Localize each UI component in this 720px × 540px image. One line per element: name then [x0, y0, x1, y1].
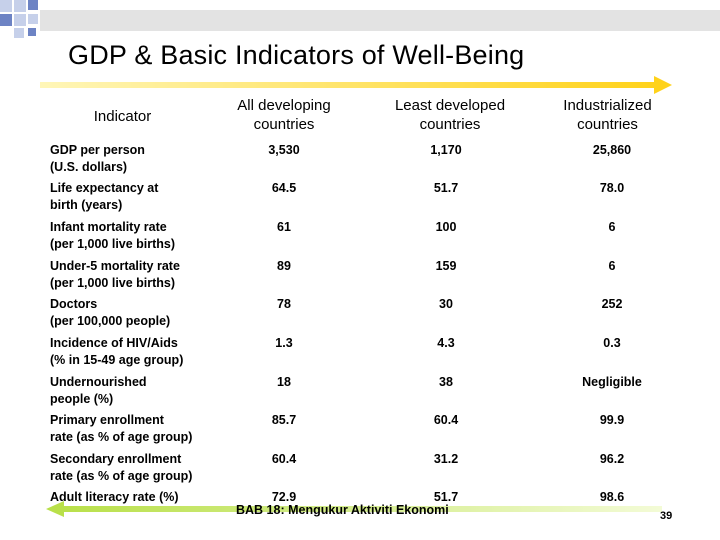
header-industrialized: Industrialized countries [563, 97, 652, 133]
table-row-indicator: Primary enrollment rate (as % of age grou… [50, 412, 192, 446]
table-row-indicator: Incidence of HIV/Aids (% in 15-49 age gro… [50, 335, 183, 369]
table-cell-value: 78 [277, 297, 291, 311]
indicator-line: Adult literacy rate (%) [50, 490, 179, 504]
indicator-line: people (%) [50, 392, 114, 406]
table-cell-value: 61 [277, 220, 291, 234]
table-cell-value: 4.3 [437, 336, 455, 350]
indicator-line: (% in 15-49 age group) [50, 353, 184, 367]
indicator-line: (per 1,000 live births) [50, 237, 176, 251]
indicator-line: Incidence of HIV/Aids [50, 336, 178, 350]
bottom-arrow-icon [46, 501, 662, 517]
table-cell-value: 96.2 [599, 452, 625, 466]
indicator-line: Primary enrollment [50, 413, 164, 427]
header-least-developed: Least developed countries [394, 97, 506, 133]
decorative-square [28, 28, 36, 36]
table-cell-value: 6 [608, 259, 616, 273]
page-number: 39 [660, 510, 673, 522]
table-cell-value: 64.5 [271, 181, 297, 195]
indicator-line: birth (years) [50, 198, 123, 212]
indicator-line: Infant mortality rate [50, 220, 167, 234]
table-cell-value: 60.4 [433, 413, 459, 427]
table-cell-value: 159 [435, 259, 457, 273]
table-cell-value: 31.2 [433, 452, 459, 466]
indicator-line: (per 100,000 people) [50, 314, 171, 328]
table-cell-value: 51.7 [433, 490, 459, 504]
table-row-indicator: Secondary enrollment rate (as % of age gr… [50, 451, 192, 485]
indicator-line: rate (as % of age group) [50, 430, 193, 444]
indicator-line: rate (as % of age group) [50, 469, 193, 483]
table-cell-value: 38 [439, 375, 453, 389]
indicator-line: GDP per person [50, 143, 145, 157]
decorative-square [14, 0, 26, 12]
table-cell-value: 18 [277, 375, 291, 389]
indicator-line: Secondary enrollment [50, 452, 182, 466]
table-cell-value: Negligible [582, 375, 642, 389]
indicator-line: (U.S. dollars) [50, 160, 128, 174]
top-arrow-icon [40, 76, 672, 94]
top-decorative-bar [40, 10, 720, 31]
indicator-line: (per 1,000 live births) [50, 276, 176, 290]
table-row-indicator: Life expectancy at birth (years) [50, 180, 158, 214]
header-indicator: Indicator [93, 108, 152, 125]
decorative-square [28, 0, 38, 10]
table-row-indicator: Adult literacy rate (%) [50, 489, 179, 506]
table-cell-value: 30 [439, 297, 453, 311]
table-cell-value: 98.6 [599, 490, 625, 504]
decorative-square [0, 0, 12, 12]
table-cell-value: 1.3 [275, 336, 293, 350]
table-row-indicator: Doctors (per 100,000 people) [50, 296, 170, 330]
table-cell-value: 60.4 [271, 452, 297, 466]
decorative-square [14, 14, 26, 26]
table-cell-value: 25,860 [592, 143, 632, 157]
table-cell-value: 3,530 [268, 143, 300, 157]
table-cell-value: 100 [435, 220, 457, 234]
decorative-square [14, 28, 24, 38]
table-cell-value: 51.7 [433, 181, 459, 195]
table-cell-value: 89 [277, 259, 291, 273]
indicator-line: Life expectancy at [50, 181, 159, 195]
table-row-indicator: Undernourished people (%) [50, 374, 147, 408]
table-cell-value: 1,170 [430, 143, 462, 157]
table-row-indicator: Under-5 mortality rate (per 1,000 live bi… [50, 258, 180, 292]
table-cell-value: 0.3 [603, 336, 621, 350]
footer-text: BAB 18: Mengukur Aktiviti Ekonomi [236, 503, 449, 517]
table-cell-value: 78.0 [599, 181, 625, 195]
decorative-square [28, 14, 38, 24]
decorative-square [0, 14, 12, 26]
slide-title: GDP & Basic Indicators of Well-Being [68, 40, 525, 70]
table-cell-value: 6 [608, 220, 616, 234]
table-row-indicator: GDP per person (U.S. dollars) [50, 142, 145, 176]
indicator-line: Undernourished [50, 375, 147, 389]
indicator-line: Under-5 mortality rate [50, 259, 180, 273]
table-cell-value: 72.9 [271, 490, 297, 504]
indicator-line: Doctors [50, 297, 98, 311]
table-cell-value: 252 [601, 297, 623, 311]
table-cell-value: 85.7 [271, 413, 297, 427]
header-all-developing: All developing countries [237, 97, 331, 133]
table-row-indicator: Infant mortality rate (per 1,000 live bir… [50, 219, 175, 253]
table-cell-value: 99.9 [599, 413, 625, 427]
